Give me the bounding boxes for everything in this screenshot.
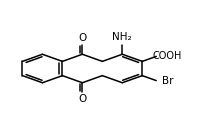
Text: NH₂: NH₂ xyxy=(112,32,132,42)
Text: Br: Br xyxy=(162,76,174,86)
Text: O: O xyxy=(78,94,86,104)
Text: O: O xyxy=(78,33,86,43)
Text: COOH: COOH xyxy=(153,51,182,61)
